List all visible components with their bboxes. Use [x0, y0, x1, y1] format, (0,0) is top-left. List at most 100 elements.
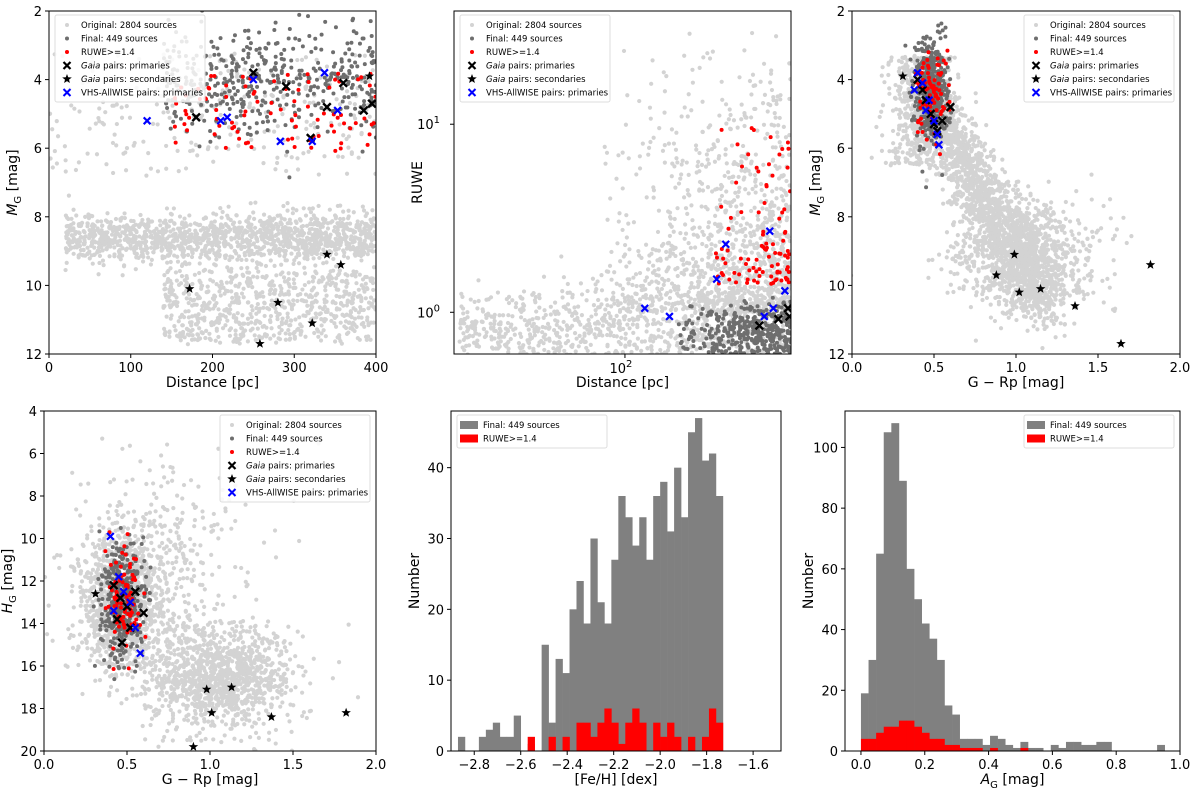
cloud-point	[306, 280, 311, 285]
cloud-point	[300, 44, 305, 49]
cloud-point	[212, 52, 217, 57]
cloud-point	[376, 235, 380, 239]
cloud-point	[236, 234, 241, 239]
cloud-point	[337, 294, 342, 299]
cloud-point	[710, 363, 714, 367]
legend-italic: Gaia	[81, 75, 100, 85]
cloud-point	[373, 94, 376, 99]
cloud-point	[673, 147, 679, 152]
cloud-point	[228, 326, 234, 331]
cloud-point	[704, 244, 709, 249]
cloud-point	[700, 333, 705, 338]
cloud-point	[753, 152, 758, 157]
cloud-point	[661, 330, 666, 335]
cloud-point	[468, 297, 473, 302]
cloud-point	[282, 47, 287, 52]
cloud-point	[163, 286, 168, 291]
cloud-point	[206, 306, 211, 311]
cloud-point	[350, 18, 355, 23]
cloud-point	[573, 349, 578, 354]
cloud-point	[353, 251, 358, 256]
cloud-point	[605, 332, 610, 338]
cloud-point	[172, 221, 177, 226]
cloud-point	[148, 166, 154, 171]
cloud-point	[150, 241, 155, 246]
cloud-point	[245, 270, 250, 275]
cloud-point	[265, 78, 270, 83]
cloud-point	[127, 115, 133, 120]
cloud-point	[631, 330, 636, 335]
cloud-point	[260, 335, 265, 340]
cloud-point	[203, 215, 209, 221]
cloud-point	[274, 232, 279, 237]
cloud-point	[743, 166, 749, 171]
cloud-point	[314, 77, 319, 82]
cloud-point	[243, 28, 248, 33]
cloud-point	[707, 56, 713, 61]
cloud-point	[343, 105, 348, 110]
cloud-point	[245, 321, 251, 326]
cloud-point	[254, 236, 259, 241]
cloud-point	[287, 27, 292, 32]
cloud-point	[747, 239, 753, 244]
cloud-point	[627, 317, 632, 323]
gaia-secondary-marker	[273, 297, 283, 307]
cloud-point	[301, 242, 307, 247]
cloud-point	[762, 193, 767, 198]
cloud-point	[235, 129, 240, 134]
cloud-point	[368, 295, 374, 300]
cloud-point	[339, 141, 344, 146]
gaia-primary-marker	[322, 102, 332, 112]
cloud-point	[733, 237, 739, 242]
cloud-point	[255, 275, 260, 280]
cloud-point	[709, 242, 714, 247]
cloud-point	[346, 216, 351, 221]
cloud-point	[132, 250, 137, 256]
cloud-point	[183, 238, 188, 244]
cloud-point	[634, 345, 639, 350]
cloud-point	[223, 288, 229, 293]
cloud-point	[124, 146, 130, 151]
cloud-point	[498, 339, 503, 344]
cloud-point	[203, 335, 208, 341]
cloud-point	[694, 347, 699, 352]
cloud-point	[703, 319, 708, 324]
cloud-point	[738, 223, 743, 228]
cloud-point	[674, 130, 679, 135]
cloud-point	[72, 106, 77, 111]
cloud-point	[112, 245, 117, 250]
cloud-point	[355, 219, 360, 224]
cloud-point	[292, 258, 297, 263]
cloud-point	[236, 242, 242, 247]
cloud-point	[700, 322, 705, 327]
cloud-point	[142, 232, 147, 237]
cloud-point	[473, 321, 478, 327]
cloud-point	[727, 266, 732, 271]
cloud-point	[727, 290, 732, 296]
cloud-point	[731, 227, 736, 233]
cloud-point	[343, 74, 348, 79]
cloud-point	[264, 325, 269, 330]
cloud-point	[705, 185, 711, 190]
cloud-point	[715, 186, 720, 191]
cloud-point	[219, 223, 225, 228]
cloud-point	[274, 160, 280, 166]
gaia-secondary-marker	[336, 259, 346, 269]
cloud-point	[221, 58, 226, 63]
cloud-point	[292, 99, 297, 104]
cloud-point	[242, 94, 247, 99]
cloud-point	[685, 114, 690, 119]
cloud-point	[542, 308, 547, 313]
cloud-point	[246, 51, 251, 56]
cloud-point	[172, 111, 177, 116]
cloud-point	[708, 232, 713, 237]
cloud-point	[631, 298, 636, 303]
cloud-point	[335, 203, 340, 209]
cloud-point	[347, 100, 352, 106]
cloud-point	[669, 224, 674, 229]
cloud-point	[240, 74, 245, 79]
cloud-point	[236, 225, 241, 230]
cloud-point	[621, 306, 626, 311]
legend-label: RUWE>=1.4	[81, 48, 135, 58]
